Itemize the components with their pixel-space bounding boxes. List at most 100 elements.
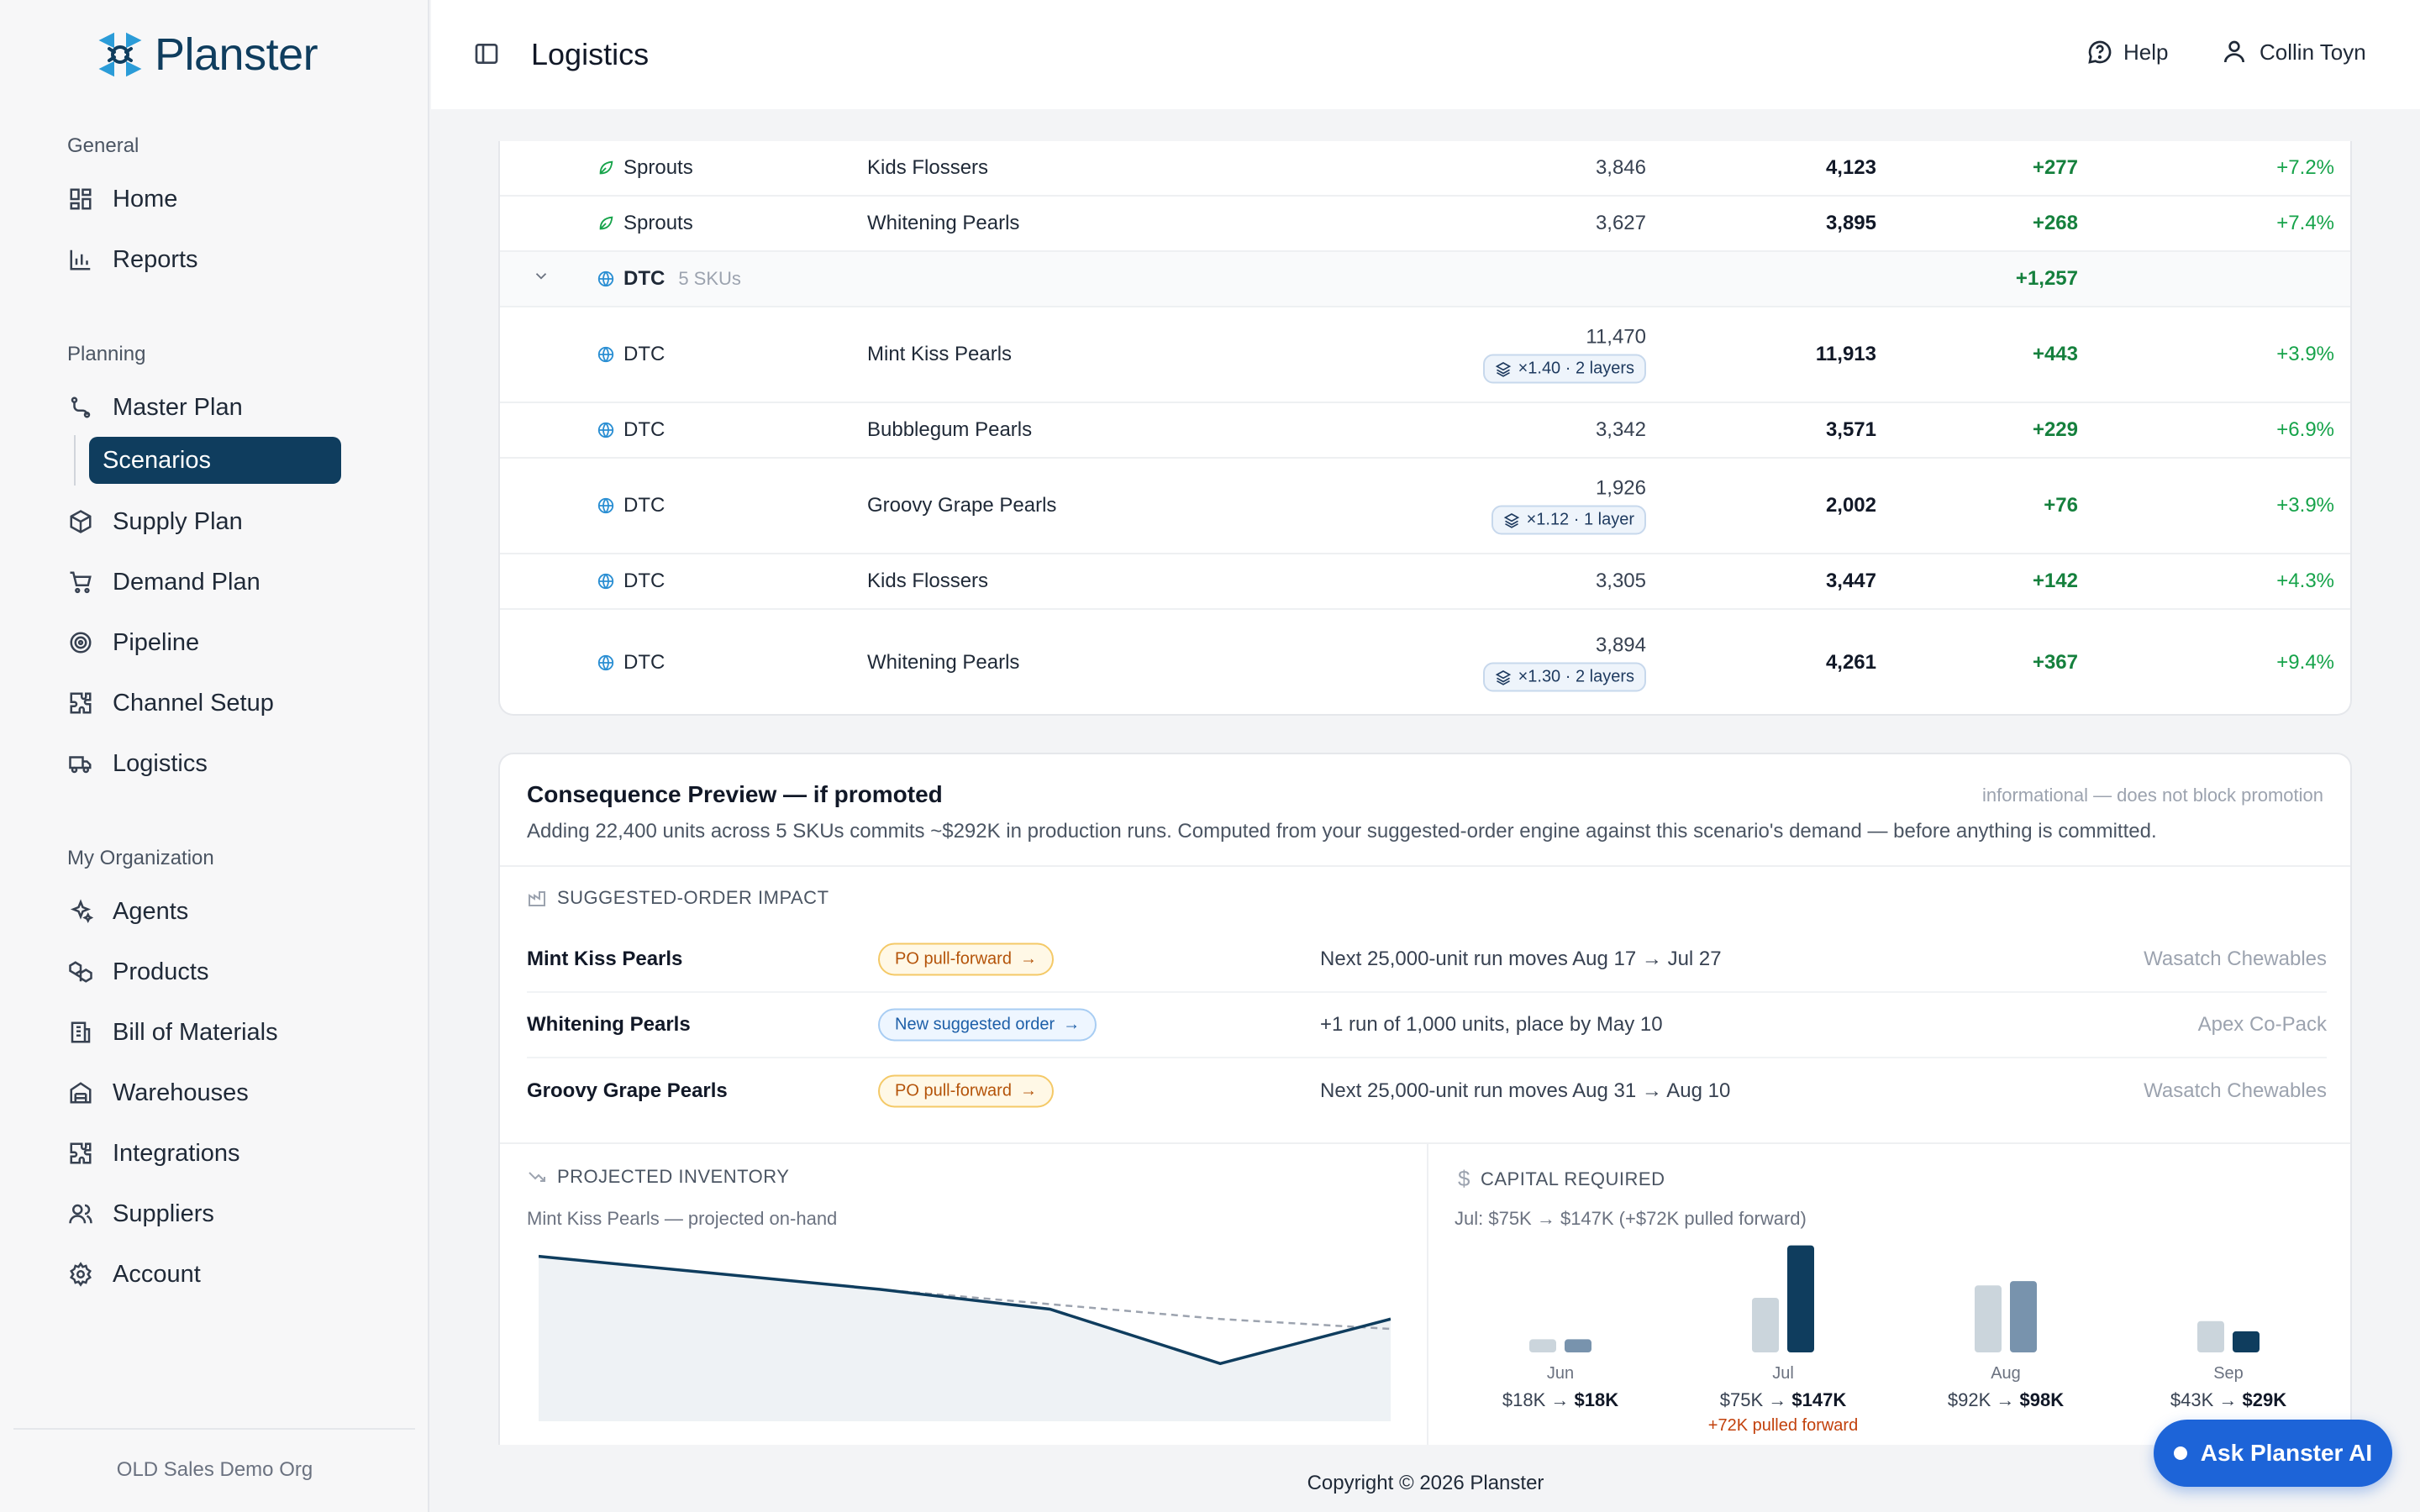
nav-demand-plan[interactable]: Demand Plan xyxy=(67,559,260,606)
delta-value: +367 xyxy=(2032,651,2078,674)
ask-ai-label: Ask Planster AI xyxy=(2200,1440,2373,1466)
bar-scenario xyxy=(1787,1245,1814,1352)
layer-badge[interactable]: ×1.40 · 2 layers xyxy=(1482,354,1646,384)
pulled-forward-note: +72K pulled forward xyxy=(1707,1416,1859,1435)
section-heading: CAPITAL REQUIRED xyxy=(1480,1168,1665,1189)
bar-chart-icon xyxy=(67,246,94,273)
nav-integrations[interactable]: Integrations xyxy=(67,1130,240,1177)
user-menu[interactable]: Collin Toyn xyxy=(2221,39,2366,66)
ask-ai-button[interactable]: Ask Planster AI xyxy=(2154,1420,2392,1487)
help-button[interactable]: Help xyxy=(2086,39,2168,66)
layer-badge[interactable]: ×1.12 · 1 layer xyxy=(1491,505,1646,535)
user-name: Collin Toyn xyxy=(2260,39,2366,65)
layer-badge[interactable]: ×1.30 · 2 layers xyxy=(1482,662,1646,692)
bar-category-label: Aug xyxy=(1991,1364,2021,1383)
bar-baseline xyxy=(1752,1298,1779,1352)
layers-icon xyxy=(1495,669,1511,685)
package-icon xyxy=(67,508,94,535)
table-row: Sprouts Kids Flossers 3,846 4,123 +277 +… xyxy=(500,141,2350,197)
delta-percent: +3.9% xyxy=(2276,343,2334,365)
inventory-area xyxy=(539,1256,1391,1421)
ai-status-dot xyxy=(2173,1446,2187,1460)
nav-account[interactable]: Account xyxy=(67,1251,201,1298)
group-row-dtc[interactable]: DTC 5 SKUs +1,257 xyxy=(500,252,2350,307)
baseline-value: 3,627 xyxy=(1595,212,1646,234)
route-icon xyxy=(67,394,94,421)
nav-master-plan[interactable]: Master Plan xyxy=(67,384,243,431)
impact-row: Groovy Grape Pearls PO pull-forward → Nex… xyxy=(527,1058,2327,1124)
nav-label: Integrations xyxy=(113,1139,240,1167)
impact-vendor: Apex Co-Pack xyxy=(2197,1013,2327,1036)
logo-text: Planster xyxy=(155,29,318,80)
bar-value-label: $75K → $147K xyxy=(1719,1389,1847,1410)
projected-inventory-chart xyxy=(539,1254,1391,1421)
nav-products[interactable]: Products xyxy=(67,948,208,995)
divider-vertical xyxy=(1427,1142,1428,1445)
bar-baseline xyxy=(1975,1285,2002,1352)
badge-label: PO pull-forward xyxy=(895,949,1012,969)
globe-icon xyxy=(597,345,615,364)
product-name: Mint Kiss Pearls xyxy=(867,343,1013,365)
impact-vendor: Wasatch Chewables xyxy=(2144,948,2327,970)
group-delta: +1,257 xyxy=(2015,267,2078,290)
divider xyxy=(500,1142,2350,1144)
sidebar-toggle-icon[interactable] xyxy=(473,40,500,67)
po-pull-forward-badge[interactable]: PO pull-forward → xyxy=(878,1074,1054,1108)
nav-bill-of-materials[interactable]: Bill of Materials xyxy=(67,1009,278,1056)
badge-label: New suggested order xyxy=(895,1015,1055,1034)
new-suggested-order-badge[interactable]: New suggested order → xyxy=(878,1008,1097,1042)
target-icon xyxy=(67,629,94,656)
channel-name: Sprouts xyxy=(623,156,693,179)
bar-category-label: Jun xyxy=(1546,1364,1575,1383)
nav-label: Bill of Materials xyxy=(113,1018,278,1046)
nav-suppliers[interactable]: Suppliers xyxy=(67,1190,214,1237)
app-logo[interactable]: Planster xyxy=(94,29,318,81)
po-pull-forward-badge[interactable]: PO pull-forward → xyxy=(878,942,1054,976)
nav-logistics[interactable]: Logistics xyxy=(67,740,208,787)
table-row: Sprouts Whitening Pearls 3,627 3,895 +26… xyxy=(500,197,2350,252)
nav-label: Logistics xyxy=(113,749,208,777)
arrow-right-icon: → xyxy=(1019,949,1037,969)
user-icon xyxy=(2224,40,2244,63)
nav-scenarios[interactable]: Scenarios xyxy=(89,437,341,484)
layer-text: ×1.30 · 2 layers xyxy=(1518,667,1634,686)
chevron-down-icon[interactable] xyxy=(532,267,550,291)
nav-channel-setup[interactable]: Channel Setup xyxy=(67,680,274,727)
delta-value: +142 xyxy=(2032,570,2078,592)
table-row: DTC Whitening Pearls 3,894 ×1.30 · 2 laye… xyxy=(500,610,2350,714)
bar-category-label: Sep xyxy=(2213,1364,2244,1383)
globe-icon xyxy=(597,496,615,515)
bar-scenario xyxy=(2233,1331,2260,1352)
nav-label: Agents xyxy=(113,897,189,925)
sparkles-icon xyxy=(67,898,94,925)
baseline-value: 3,894 xyxy=(1595,633,1646,657)
product-name: Groovy Grape Pearls xyxy=(867,494,1057,517)
nav-label: Products xyxy=(113,958,209,985)
impact-vendor: Wasatch Chewables xyxy=(2144,1079,2327,1102)
capital-caption: Jul: $75K → $147K (+$72K pulled forward) xyxy=(1455,1208,1807,1229)
org-switcher[interactable]: OLD Sales Demo Org xyxy=(116,1458,313,1481)
impact-detail: Next 25,000-unit run moves Aug 31 → Aug … xyxy=(1320,1079,1731,1102)
nav-pipeline[interactable]: Pipeline xyxy=(67,619,199,666)
nav-home[interactable]: Home xyxy=(67,176,177,223)
baseline-value: 3,342 xyxy=(1595,418,1646,441)
nav-reports[interactable]: Reports xyxy=(67,236,198,283)
factory-icon xyxy=(529,891,545,906)
help-icon xyxy=(2088,40,2112,64)
dashboard-icon xyxy=(67,186,94,213)
nav-agents[interactable]: Agents xyxy=(67,888,188,935)
nav-warehouses[interactable]: Warehouses xyxy=(67,1069,249,1116)
gear-icon xyxy=(67,1261,94,1288)
sidebar: Planster General Home Reports Planning M… xyxy=(0,0,429,1512)
nav-supply-plan[interactable]: Supply Plan xyxy=(67,498,243,545)
table-row: DTC Mint Kiss Pearls 11,470 ×1.40 · 2 lay… xyxy=(500,307,2350,403)
channel-name: DTC xyxy=(623,651,666,674)
bar-value-label: $92K → $98K xyxy=(1947,1389,2065,1410)
product-name: Kids Flossers xyxy=(867,156,989,179)
scenario-series-line xyxy=(539,1254,1391,1366)
bar-value-label: $18K → $18K xyxy=(1502,1389,1619,1410)
delta-value: +443 xyxy=(2032,343,2078,365)
scenario-value: 4,123 xyxy=(1825,156,1876,179)
bar-scenario xyxy=(2010,1281,2037,1352)
scenario-value: 2,002 xyxy=(1825,494,1876,517)
